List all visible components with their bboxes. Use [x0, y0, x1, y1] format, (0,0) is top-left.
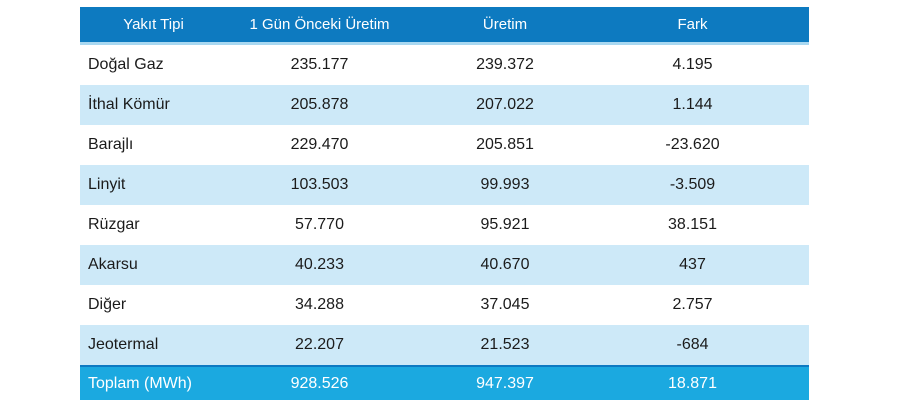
diff-cell: 1.144 — [598, 85, 809, 125]
column-header-fuel-type: Yakıt Tipi — [80, 7, 227, 45]
prev-production-cell: 235.177 — [227, 43, 412, 85]
production-cell: 95.921 — [412, 205, 598, 245]
diff-cell: 38.151 — [598, 205, 809, 245]
production-cell: 239.372 — [412, 43, 598, 85]
fuel-type-cell: Akarsu — [80, 245, 227, 285]
prev-production-cell: 103.503 — [227, 165, 412, 205]
table-row: Akarsu 40.233 40.670 437 — [80, 245, 809, 285]
total-prev-production-cell: 928.526 — [227, 365, 412, 400]
diff-cell: -23.620 — [598, 125, 809, 165]
fuel-type-cell: Linyit — [80, 165, 227, 205]
diff-cell: -3.509 — [598, 165, 809, 205]
production-cell: 40.670 — [412, 245, 598, 285]
fuel-type-cell: Doğal Gaz — [80, 43, 227, 85]
production-cell: 99.993 — [412, 165, 598, 205]
total-row: Toplam (MWh) 928.526 947.397 18.871 — [80, 365, 809, 400]
table-row: Jeotermal 22.207 21.523 -684 — [80, 325, 809, 366]
prev-production-cell: 22.207 — [227, 325, 412, 366]
fuel-production-table: Yakıt Tipi 1 Gün Önceki Üretim Üretim Fa… — [80, 7, 809, 400]
diff-cell: 437 — [598, 245, 809, 285]
column-header-production: Üretim — [412, 7, 598, 45]
production-cell: 205.851 — [412, 125, 598, 165]
column-header-diff: Fark — [598, 7, 809, 45]
table-header-row: Yakıt Tipi 1 Gün Önceki Üretim Üretim Fa… — [80, 7, 809, 45]
diff-cell: 2.757 — [598, 285, 809, 325]
production-cell: 37.045 — [412, 285, 598, 325]
table-row: Rüzgar 57.770 95.921 38.151 — [80, 205, 809, 245]
fuel-type-cell: İthal Kömür — [80, 85, 227, 125]
fuel-type-cell: Rüzgar — [80, 205, 227, 245]
table-row: İthal Kömür 205.878 207.022 1.144 — [80, 85, 809, 125]
fuel-type-cell: Barajlı — [80, 125, 227, 165]
diff-cell: 4.195 — [598, 43, 809, 85]
prev-production-cell: 205.878 — [227, 85, 412, 125]
total-label-cell: Toplam (MWh) — [80, 365, 227, 400]
fuel-type-cell: Jeotermal — [80, 325, 227, 366]
table-row: Doğal Gaz 235.177 239.372 4.195 — [80, 43, 809, 85]
diff-cell: -684 — [598, 325, 809, 366]
table-row: Diğer 34.288 37.045 2.757 — [80, 285, 809, 325]
table-row: Linyit 103.503 99.993 -3.509 — [80, 165, 809, 205]
fuel-type-cell: Diğer — [80, 285, 227, 325]
column-header-prev-day-production: 1 Gün Önceki Üretim — [227, 7, 412, 45]
table-row: Barajlı 229.470 205.851 -23.620 — [80, 125, 809, 165]
production-cell: 207.022 — [412, 85, 598, 125]
prev-production-cell: 34.288 — [227, 285, 412, 325]
prev-production-cell: 40.233 — [227, 245, 412, 285]
total-diff-cell: 18.871 — [598, 365, 809, 400]
prev-production-cell: 229.470 — [227, 125, 412, 165]
total-production-cell: 947.397 — [412, 365, 598, 400]
prev-production-cell: 57.770 — [227, 205, 412, 245]
production-cell: 21.523 — [412, 325, 598, 366]
